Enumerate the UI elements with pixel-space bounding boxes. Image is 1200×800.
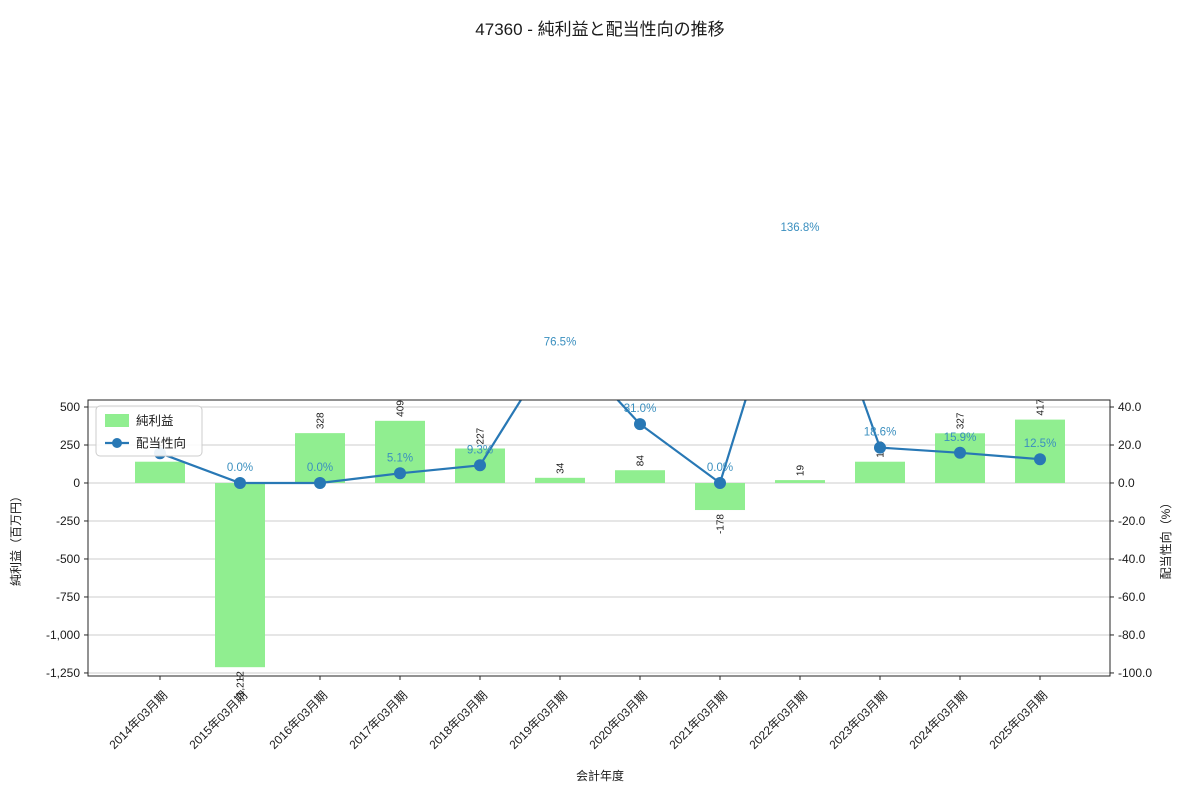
left-tick-label: -500 xyxy=(56,552,80,566)
x-tick-label: 2018年03月期 xyxy=(426,688,490,752)
left-tick-label: -1,250 xyxy=(46,666,80,680)
bar-value-label: 328 xyxy=(316,412,327,429)
bar-value-label: 327 xyxy=(956,412,967,429)
payout-value-label: 0.0% xyxy=(307,462,333,474)
net-income-bar xyxy=(855,461,905,483)
right-tick-label: -20.0 xyxy=(1118,514,1146,528)
payout-marker xyxy=(1034,453,1046,466)
payout-value-label: 5.1% xyxy=(387,452,413,464)
payout-value-label: 12.5% xyxy=(1024,438,1057,450)
left-axis-title: 純利益（百万円） xyxy=(9,490,23,586)
x-tick-label: 2014年03月期 xyxy=(106,688,170,752)
payout-line-group xyxy=(154,400,1046,489)
right-axis-title: 配当性向（%） xyxy=(1158,497,1173,580)
x-tick-label: 2015年03月期 xyxy=(186,688,250,752)
bar-value-label: 227 xyxy=(476,427,487,444)
payout-value-label: 31.0% xyxy=(624,403,657,415)
left-tick-label: -1,000 xyxy=(46,628,80,642)
x-tick-label: 2019年03月期 xyxy=(506,688,570,752)
x-tick-label: 2022年03月期 xyxy=(746,688,810,752)
x-axis-title: 会計年度 xyxy=(576,768,624,783)
bar-value-label: -178 xyxy=(716,514,727,534)
net-income-bar xyxy=(615,470,665,483)
payout-value-label: 0.0% xyxy=(227,462,253,474)
x-tick-label: 2020年03月期 xyxy=(586,688,650,752)
net-income-bars xyxy=(135,419,1065,668)
net-income-bar xyxy=(215,482,265,668)
left-tick-label: 0 xyxy=(73,476,80,490)
bar-value-label: 34 xyxy=(556,462,567,474)
left-tick-label: -750 xyxy=(56,590,80,604)
payout-value-label: 18.6% xyxy=(864,427,897,439)
net-income-bar xyxy=(295,433,345,483)
legend-bar-swatch xyxy=(105,414,129,427)
right-tick-label: -100.0 xyxy=(1118,666,1152,680)
net-income-bar xyxy=(775,480,825,483)
chart-title: 47360 - 純利益と配当性向の推移 xyxy=(475,20,725,39)
payout-marker xyxy=(394,467,406,480)
payout-value-label: 76.5% xyxy=(544,337,577,349)
bar-value-label: 19 xyxy=(796,465,807,477)
payout-value-label: 15.9% xyxy=(944,432,977,444)
plot-border xyxy=(87,399,1111,677)
net-income-bar xyxy=(1015,419,1065,483)
x-tick-label: 2016年03月期 xyxy=(266,688,330,752)
payout-value-label: 9.3% xyxy=(467,444,493,456)
bar-value-label: 417 xyxy=(1036,398,1047,415)
left-tick-label: 500 xyxy=(60,400,80,414)
payout-marker xyxy=(714,477,726,489)
right-tick-label: -60.0 xyxy=(1118,590,1146,604)
x-tick-label: 2021年03月期 xyxy=(666,688,730,752)
x-tick-label: 2024年03月期 xyxy=(906,688,970,752)
payout-marker xyxy=(634,418,646,431)
bar-value-label: 409 xyxy=(396,400,407,417)
legend-marker-swatch xyxy=(112,438,122,448)
left-tick-label: 250 xyxy=(60,438,80,452)
net-income-bar xyxy=(535,477,585,483)
net-income-bar xyxy=(135,461,185,483)
right-tick-label: 0.0 xyxy=(1118,476,1135,490)
payout-marker xyxy=(474,459,486,472)
right-tick-label: -40.0 xyxy=(1118,552,1146,566)
payout-marker xyxy=(874,441,886,454)
payout-value-label: 0.0% xyxy=(707,462,733,474)
right-tick-label: 20.0 xyxy=(1118,438,1142,452)
payout-marker xyxy=(234,477,246,489)
x-tick-label: 2023年03月期 xyxy=(826,688,890,752)
legend-label-net-income: 純利益 xyxy=(136,414,174,428)
payout-marker xyxy=(954,446,966,459)
right-tick-label: -80.0 xyxy=(1118,628,1146,642)
payout-marker xyxy=(314,477,326,489)
legend-label-payout: 配当性向 xyxy=(136,436,186,451)
bar-value-label: 84 xyxy=(636,455,647,467)
left-tick-label: -250 xyxy=(56,514,80,528)
x-tick-label: 2025年03月期 xyxy=(986,688,1050,752)
bar-value-label: -1,212 xyxy=(236,671,247,700)
payout-value-label: 136.8% xyxy=(780,222,819,234)
payout-line xyxy=(159,400,1041,485)
right-tick-label: 40.0 xyxy=(1118,400,1142,414)
x-tick-label: 2017年03月期 xyxy=(346,688,410,752)
